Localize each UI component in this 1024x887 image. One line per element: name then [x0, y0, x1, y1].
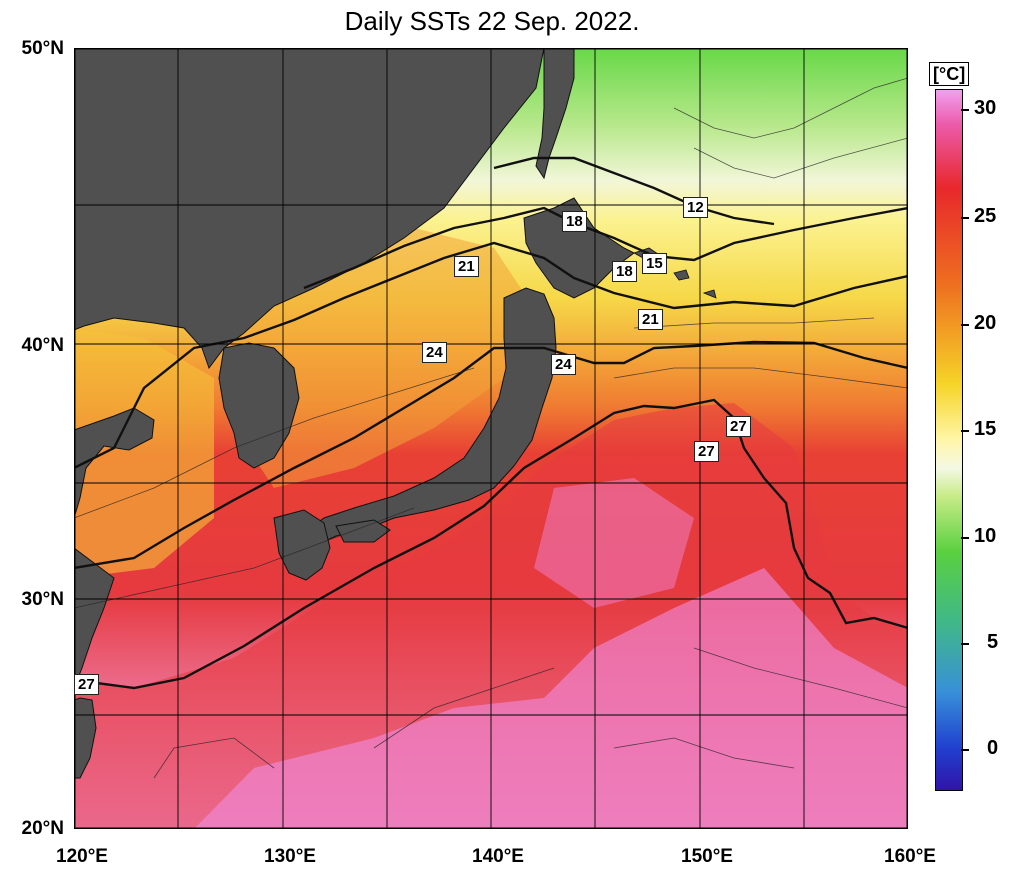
colorbar-label-25: 25	[974, 205, 997, 227]
yellow-sea	[74, 328, 214, 578]
contour-label-27-north: 27	[726, 416, 751, 437]
colorbar-label-15: 15	[974, 418, 997, 440]
isotherm-15	[493, 156, 775, 226]
colorbar-tick	[961, 217, 969, 219]
colorbar-label-10: 10	[974, 525, 997, 547]
colorbar-label-30: 30	[974, 97, 997, 119]
isotherm-24	[74, 340, 908, 570]
colorbar-unit: [°C]	[929, 62, 970, 86]
contour-label-24-east: 24	[551, 354, 576, 375]
sst-map	[74, 48, 908, 829]
colorbar-label-20: 20	[974, 312, 997, 334]
map-title: Daily SSTs 22 Sep. 2022.	[344, 6, 640, 36]
colorbar-tick	[961, 109, 969, 111]
contour-label-18-east: 18	[612, 261, 637, 282]
lon-label-160e: 160°E	[884, 846, 936, 867]
lon-label-130e: 130°E	[264, 846, 316, 867]
lon-label-140e: 140°E	[472, 846, 524, 867]
isotherm-27	[74, 398, 908, 690]
china-coast	[74, 407, 155, 519]
contour-label-18-west: 18	[562, 211, 587, 232]
asian-mainland	[74, 48, 545, 370]
colorbar-label-0: 0	[987, 737, 999, 759]
contour-label-21-east: 21	[638, 309, 663, 330]
lon-label-120e: 120°E	[56, 846, 108, 867]
contour-label-21-west: 21	[454, 256, 479, 277]
colorbar-tick	[961, 324, 969, 326]
lat-label-30n: 30°N	[21, 589, 64, 610]
colorbar-tick	[961, 643, 969, 645]
colorbar-tick	[961, 537, 969, 539]
contour-label-27-south: 27	[694, 441, 719, 462]
colorbar-label-5: 5	[987, 631, 999, 653]
taiwan	[74, 697, 97, 779]
colorbar	[935, 89, 963, 791]
kyushu	[273, 509, 331, 581]
colorbar-tick	[961, 430, 969, 432]
contour-label-15: 15	[642, 253, 667, 274]
hot-water-region	[194, 568, 908, 829]
hot-water-patch	[534, 478, 694, 608]
lat-label-50n: 50°N	[21, 38, 64, 59]
korean-peninsula	[218, 342, 300, 469]
isotherm-18	[303, 206, 908, 290]
contour-label-12: 12	[683, 197, 708, 218]
isotherm-21	[74, 241, 908, 470]
lon-label-150e: 150°E	[681, 846, 733, 867]
contour-label-24-west: 24	[422, 342, 447, 363]
contour-label-27-west: 27	[74, 674, 99, 695]
lat-label-20n: 20°N	[21, 818, 64, 839]
colorbar-tick	[961, 749, 969, 751]
lat-label-40n: 40°N	[21, 335, 64, 356]
shikoku	[335, 519, 391, 543]
